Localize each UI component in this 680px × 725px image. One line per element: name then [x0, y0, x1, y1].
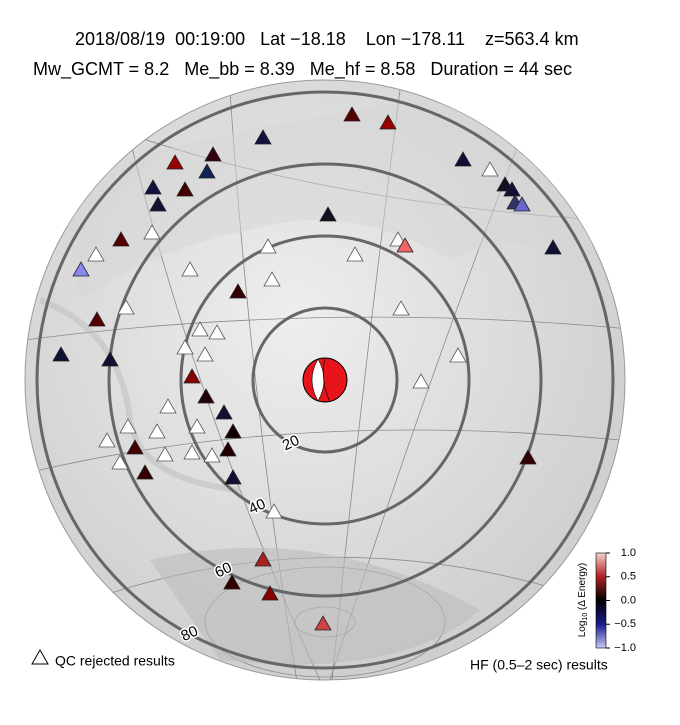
station: [343, 106, 361, 122]
station: [513, 196, 531, 212]
station: [314, 615, 332, 631]
distance-ring: [179, 234, 471, 526]
station: [319, 206, 337, 222]
station: [88, 311, 106, 327]
station: [119, 418, 137, 434]
station: [263, 271, 281, 287]
station: [148, 423, 166, 439]
legend-label: HF (0.5–2 sec) results: [470, 657, 608, 673]
station: [223, 574, 241, 590]
station: [224, 423, 242, 439]
station: [101, 351, 119, 367]
station: [159, 398, 177, 414]
station: [166, 154, 184, 170]
distance-ring: [251, 306, 399, 454]
colorbar: [595, 552, 607, 649]
station: [396, 237, 414, 253]
station: [176, 181, 194, 197]
station: [149, 196, 167, 212]
station: [52, 346, 70, 362]
station: [183, 444, 201, 460]
station: [379, 114, 397, 130]
colorbar-tick-label: 0.0: [621, 594, 636, 606]
station: [98, 432, 116, 448]
station: [254, 551, 272, 567]
legend-label: QC rejected results: [55, 653, 175, 669]
station: [204, 146, 222, 162]
station: [481, 161, 499, 177]
header-line: Mw_GCMT = 8.2 Me_bb = 8.39 Me_hf = 8.58 …: [33, 59, 572, 80]
station: [265, 503, 283, 519]
station: [112, 231, 130, 247]
station: [215, 404, 233, 420]
station: [188, 418, 206, 434]
beachball: [302, 357, 348, 403]
station: [449, 347, 467, 363]
station: [197, 388, 215, 404]
colorbar-label-part: 10: [582, 613, 589, 621]
station: [454, 151, 472, 167]
colorbar-tick-label: 0.5: [621, 571, 636, 583]
station: [259, 238, 277, 254]
station: [198, 163, 216, 179]
station: [203, 447, 221, 463]
colorbar-ticks: 1.0 0.5 0.0 −0.5 −1.0: [606, 547, 636, 654]
legend-symbol: [31, 648, 49, 665]
station: [224, 469, 242, 485]
station: [156, 446, 174, 462]
station: [412, 373, 430, 389]
colorbar-label-part: (Δ Energy): [577, 563, 588, 613]
station: [181, 261, 199, 277]
station: [519, 449, 537, 465]
station: [72, 261, 90, 277]
station: [208, 324, 226, 340]
colorbar-label-part: Log: [577, 621, 588, 638]
station: [176, 339, 194, 355]
station: [346, 246, 364, 262]
colorbar-tick-label: 1.0: [621, 547, 636, 559]
station: [503, 181, 521, 197]
station: [144, 179, 162, 195]
station: [117, 299, 135, 315]
station: [229, 283, 247, 299]
station: [544, 239, 562, 255]
station: [392, 300, 410, 316]
distance-ring: [107, 162, 543, 598]
station: [136, 464, 154, 480]
station: [143, 224, 161, 240]
stations: [52, 106, 562, 631]
graticule: [25, 89, 625, 680]
colorbar-tick-label: −1.0: [614, 642, 636, 654]
colorbar-tick-label: −0.5: [614, 618, 636, 630]
station: [126, 439, 144, 455]
station: [87, 246, 105, 262]
distance-ring: [35, 90, 615, 670]
station: [261, 585, 279, 601]
station: [219, 441, 237, 457]
station: [254, 129, 272, 145]
station: [183, 368, 201, 384]
header-line: 2018/08/19 00:19:00 Lat −18.18 Lon −178.…: [75, 29, 579, 49]
station: [111, 454, 129, 470]
station: [196, 346, 214, 362]
station: [191, 321, 209, 337]
colorbar-label: Log10 (Δ Energy): [577, 563, 589, 638]
